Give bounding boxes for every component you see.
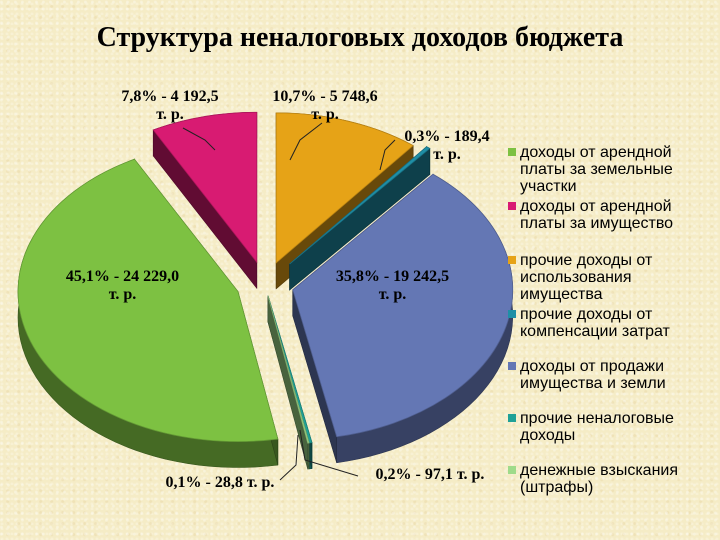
slice-label-value: 45,1% - 24 229,0 (65, 268, 180, 285)
slice-label-unit: т. р. (311, 106, 339, 123)
legend-swatch (508, 256, 516, 264)
legend-swatch (508, 310, 516, 318)
legend-label: доходы от арендной платы за имущество (520, 198, 674, 232)
slice-label-value: 0,3% - 189,4 (404, 128, 490, 145)
legend-label: доходы от продажи имущества и земли (520, 358, 666, 392)
legend-label: прочие неналоговые доходы (520, 410, 674, 444)
slice-label-unit: т. р. (433, 146, 461, 163)
slice-label-2: 7,8% - 4 192,5 т. р. (100, 88, 240, 124)
slice-label-unit: т. р. (156, 106, 184, 123)
legend-label: денежные взыскания (штрафы) (520, 462, 679, 496)
slice-label-3: 10,7% - 5 748,6 т. р. (255, 88, 395, 124)
legend-swatch (508, 202, 516, 210)
slice-label-6: 0,2% - 97,1 т. р. (360, 466, 500, 484)
leader-line-5 (279, 434, 299, 481)
leader-line-4 (299, 429, 359, 477)
slice-label-7: 0,1% - 28,8 т. р. (150, 474, 290, 492)
legend-swatch (508, 466, 516, 474)
leader-line-2 (289, 122, 323, 161)
pie-slice-7 (267, 295, 310, 470)
slice-label-unit: т. р. (108, 286, 137, 303)
legend-swatch (508, 362, 516, 370)
legend-label: прочие доходы от использования имущества (520, 252, 653, 303)
slice-label-value: 7,8% - 4 192,5 (121, 88, 219, 105)
legend-swatch (508, 414, 516, 422)
slice-label-value: 0,2% - 97,1 т. р. (375, 466, 485, 483)
slice-label-4: 0,3% - 189,4 т. р. (392, 128, 502, 164)
slice-label-value: 0,1% - 28,8 т. р. (165, 474, 275, 491)
legend-label: доходы от арендной платы за земельные уч… (520, 144, 673, 195)
slice-label-unit: т. р. (378, 286, 407, 303)
chart-title: Структура неналоговых доходов бюджета (96, 22, 624, 53)
pie-slice-1 (17, 158, 279, 468)
leader-line-1 (182, 127, 216, 151)
pie-slice-4 (289, 146, 431, 291)
slice-label-value: 35,8% - 19 242,5 (335, 268, 450, 285)
pie-slice-2 (152, 111, 258, 290)
pie-slice-5 (292, 173, 514, 464)
slice-label-5: 35,8% - 19 242,5 т. р. (305, 268, 480, 304)
slice-label-value: 10,7% - 5 748,6 (272, 88, 378, 105)
legend-swatch (508, 148, 516, 156)
legend-label: прочие доходы от компенсации затрат (520, 306, 670, 340)
leader-line-3 (379, 139, 396, 171)
slice-label-1: 45,1% - 24 229,0 т. р. (40, 268, 205, 304)
